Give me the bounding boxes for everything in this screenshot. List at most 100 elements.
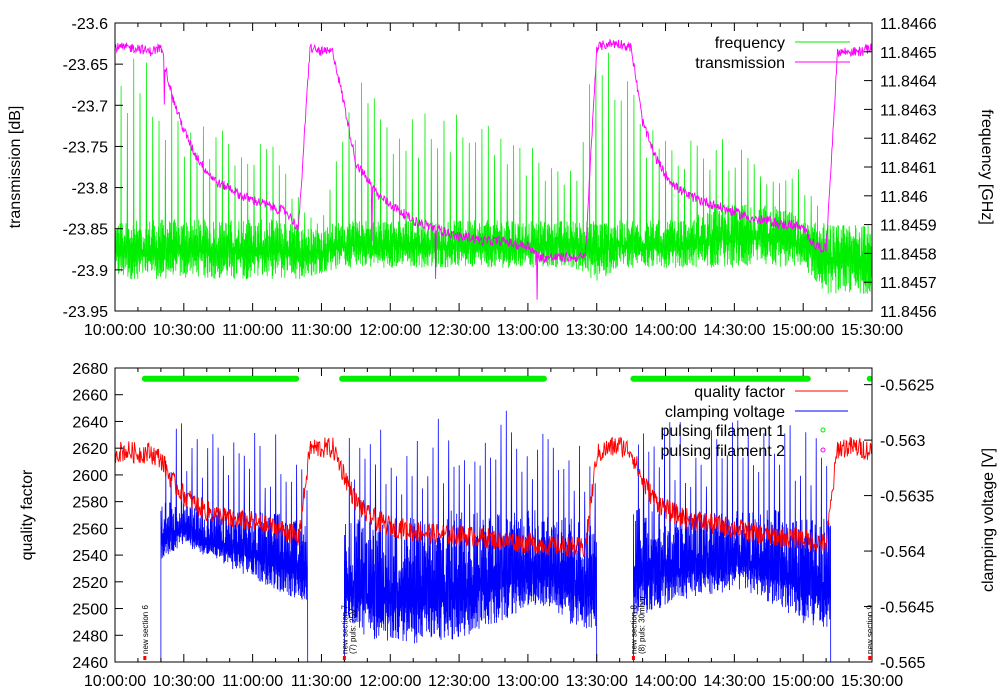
top-y2-tick-label: 11.8457 xyxy=(880,275,937,292)
top-y-tick-label: -23.8 xyxy=(72,181,109,198)
bottom-y-tick-label: 2660 xyxy=(72,388,108,405)
top-series-layer xyxy=(114,39,873,300)
top-y-tick-label: -23.65 xyxy=(63,57,108,74)
section-annotation-label: new section 8 xyxy=(629,605,638,654)
top-panel: 10:00:00 10:30:00 11:00:00 11:30:00 12:00:00… xyxy=(7,16,995,339)
legend-quality-factor-label: quality factor xyxy=(694,384,785,401)
bottom-x-tick-label: 11:00:00 xyxy=(222,673,283,690)
top-x-tick-label: 12:30:00 xyxy=(428,322,490,339)
top-x-tick-label: 14:30:00 xyxy=(703,322,765,339)
section-annotation-label: new section 7 xyxy=(340,605,349,654)
legend-transmission-label: transmission xyxy=(695,55,785,72)
top-x-tick-label: 10:00:00 xyxy=(84,322,146,339)
bottom-y-tick-label: 2460 xyxy=(72,655,108,672)
section-marker xyxy=(143,656,147,660)
top-y-tick-label: -23.7 xyxy=(72,98,109,115)
legend-clamping-voltage-label: clamping voltage xyxy=(665,404,785,421)
top-y2-tick-label: 11.8465 xyxy=(880,45,937,62)
bottom-x-tick-label: 15:00:00 xyxy=(772,673,834,690)
top-x-tick-label: 14:00:00 xyxy=(634,322,696,339)
top-y-tick-label: -23.6 xyxy=(72,16,109,33)
top-y-tick-label: -23.9 xyxy=(72,263,109,280)
bottom-x-tick-label: 14:00:00 xyxy=(634,673,696,690)
top-x-tick-label: 13:30:00 xyxy=(566,322,628,339)
top-y2-tick-label: 11.846 xyxy=(880,189,928,206)
bottom-y2-axis-label: clamping voltage [V] xyxy=(980,448,997,592)
bottom-x-tick-label: 11:30:00 xyxy=(291,673,352,690)
bottom-x-tick-label: 14:30:00 xyxy=(703,673,765,690)
section-annotation-label: (8) puls: 30mbar xyxy=(637,595,646,654)
top-y2-tick-label: 11.8464 xyxy=(880,74,937,91)
bottom-x-tick-label: 10:30:00 xyxy=(153,673,215,690)
bottom-y2-tick-label: -0.563 xyxy=(880,433,925,450)
section-marker xyxy=(631,656,635,660)
top-x-tick-label: 10:30:00 xyxy=(153,322,215,339)
bottom-y-tick-label: 2540 xyxy=(72,548,108,565)
top-x-tick-label: 15:00:00 xyxy=(772,322,834,339)
bottom-y-tick-label: 2560 xyxy=(72,521,108,538)
top-y-axis-label: transmission [dB] xyxy=(7,106,24,229)
bottom-y-tick-label: 2580 xyxy=(72,495,108,512)
top-x-tick-label: 13:00:00 xyxy=(497,322,559,339)
top-y2-tick-label: 11.8456 xyxy=(880,304,937,321)
top-x-tick-label: 12:00:00 xyxy=(359,322,421,339)
bottom-panel: 10:00:00 10:30:00 11:00:00 11:30:00 12:00:00… xyxy=(19,361,997,690)
top-legend: frequency transmission xyxy=(695,35,850,72)
bottom-y2-tick-label: -0.564 xyxy=(880,544,925,561)
section-marker xyxy=(342,656,346,660)
top-y-tick-label: -23.85 xyxy=(63,222,108,239)
clamping-voltage-series-line xyxy=(160,423,309,663)
top-x-tick-label: 11:30:00 xyxy=(291,322,352,339)
section-annotation-label: new section 6 xyxy=(141,605,150,654)
bottom-x-tick-label: 12:00:00 xyxy=(359,673,421,690)
pulsing-filament-1-point xyxy=(866,375,873,382)
bottom-x-tick-label: 12:30:00 xyxy=(428,673,490,690)
top-x-tick-label: 15:30:00 xyxy=(841,322,903,339)
top-y2-tick-label: 11.8461 xyxy=(880,160,937,177)
bottom-y-tick-label: 2500 xyxy=(72,602,108,619)
top-y2-tick-label: 11.8462 xyxy=(880,131,937,148)
bottom-y-tick-label: 2640 xyxy=(72,414,108,431)
bottom-x-tick-label: 13:30:00 xyxy=(566,673,628,690)
clamping-voltage-series-line xyxy=(633,420,832,663)
bottom-ticks: 10:00:00 10:30:00 11:00:00 11:30:00 12:00:00… xyxy=(72,361,934,690)
bottom-y-tick-label: 2620 xyxy=(72,441,108,458)
bottom-y-axis-label: quality factor xyxy=(19,469,36,560)
bottom-y-tick-label: 2480 xyxy=(72,628,108,645)
bottom-series-layer xyxy=(114,375,873,663)
bottom-plot-frame xyxy=(114,367,873,663)
bottom-y-tick-label: 2520 xyxy=(72,575,108,592)
bottom-x-tick-label: 15:30:00 xyxy=(841,673,903,690)
quality-factor-series-line xyxy=(114,436,873,558)
legend-pulsing-filament-2-marker xyxy=(820,447,826,453)
bottom-y2-tick-label: -0.565 xyxy=(880,655,925,672)
bottom-legend: quality factor clamping voltage pulsing … xyxy=(660,384,848,460)
section-annotation-label: (7) puls: 25V xyxy=(348,608,357,654)
bottom-y2-tick-label: -0.5625 xyxy=(880,378,934,395)
frequency-series-line xyxy=(114,52,873,294)
top-y2-tick-label: 11.8463 xyxy=(880,102,937,119)
bottom-annotations: new section 6 new section 7 (7) puls: 25V n… xyxy=(141,595,875,660)
top-y-tick-label: -23.95 xyxy=(63,304,108,321)
top-ticks: 10:00:00 10:30:00 11:00:00 11:30:00 12:00:00… xyxy=(63,16,937,339)
bottom-y2-tick-label: -0.5645 xyxy=(880,600,934,617)
top-y2-tick-label: 11.8466 xyxy=(880,16,937,33)
bottom-y-tick-label: 2680 xyxy=(72,361,108,378)
top-y2-tick-label: 11.8459 xyxy=(880,218,937,235)
top-y2-axis-label: frequency [GHz] xyxy=(978,109,995,225)
bottom-y-tick-label: 2600 xyxy=(72,468,108,485)
clamping-voltage-series-line xyxy=(344,410,598,663)
bottom-x-tick-label: 13:00:00 xyxy=(497,673,559,690)
section-marker xyxy=(868,656,872,660)
top-y-tick-label: -23.75 xyxy=(63,139,108,156)
section-annotation-label: new section 9 xyxy=(866,605,875,654)
top-x-tick-label: 11:00:00 xyxy=(222,322,283,339)
legend-pulsing-filament-2-label: pulsing filament 2 xyxy=(660,443,785,460)
transmission-series-line xyxy=(114,39,873,300)
bottom-x-tick-label: 10:00:00 xyxy=(84,673,146,690)
top-y2-tick-label: 11.8458 xyxy=(880,246,937,263)
legend-pulsing-filament-1-marker xyxy=(820,427,826,433)
legend-frequency-label: frequency xyxy=(715,35,785,52)
legend-pulsing-filament-1-label: pulsing filament 1 xyxy=(660,423,785,440)
